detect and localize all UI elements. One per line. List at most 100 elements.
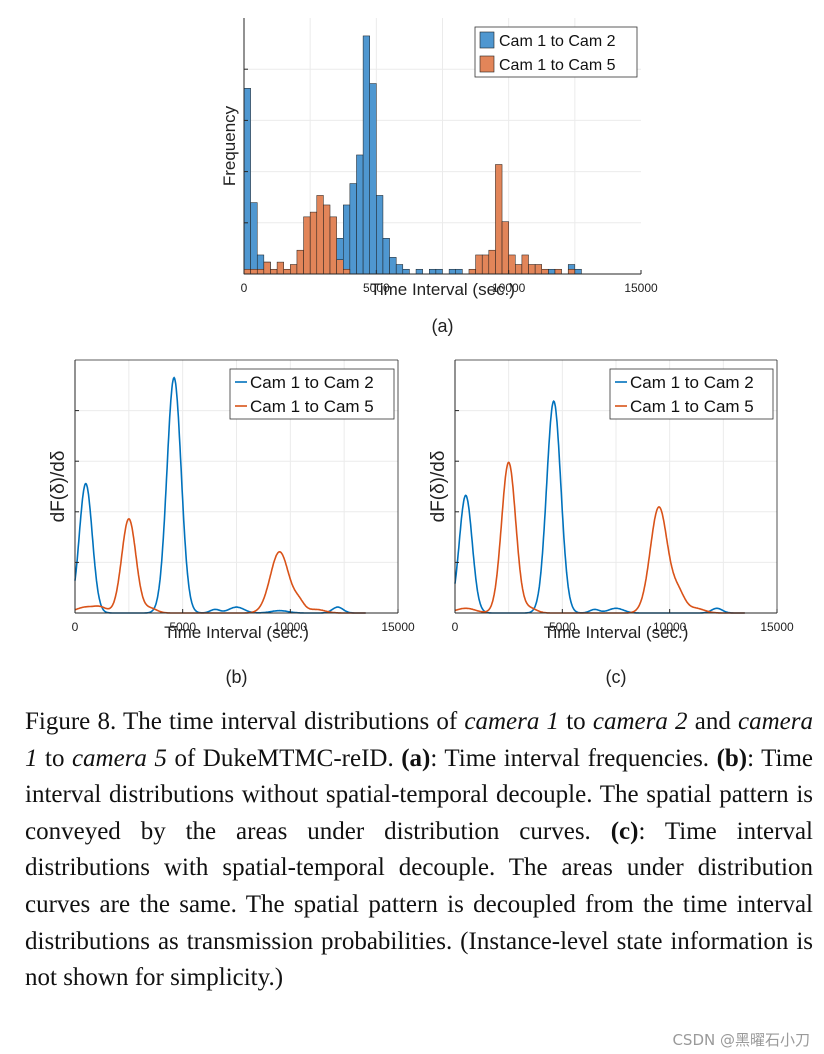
x-tick-label: 10000 [653, 620, 687, 634]
histogram-bar [435, 268, 443, 275]
histogram-bar [455, 268, 463, 275]
histogram-bar [515, 264, 523, 275]
caption-camera2: camera 2 [592, 708, 688, 735]
histogram-bar [270, 268, 278, 275]
panel-label: (b) [226, 667, 248, 687]
histogram-bar [488, 249, 496, 275]
x-tick-label: 0 [72, 620, 79, 634]
histogram-bar [521, 254, 529, 275]
panel-label: (a) [432, 316, 454, 336]
caption-text: : Time interval distributions with spati… [25, 817, 814, 992]
chart-b: 0 5000 10000 15000 Time Interval (sec.) dF(δ)… [48, 359, 415, 687]
histogram-bar [541, 268, 549, 275]
histogram-bar [389, 257, 397, 275]
legend-label: Cam 1 to Cam 2 [630, 373, 754, 392]
chart-a: 0 5000 10000 15000 Time Interval (sec.) Frequ… [220, 18, 658, 336]
histogram-bar [534, 264, 543, 275]
histogram-bar [256, 268, 265, 275]
panel-label: (c) [606, 667, 627, 687]
histogram-bar [356, 154, 364, 275]
series-line-1 [454, 461, 745, 614]
series-line-1 [74, 518, 366, 614]
figure-panels: 0 5000 10000 15000 Time Interval (sec.) Frequ… [48, 18, 794, 687]
caption-text: and [687, 708, 739, 735]
x-axis-label: Time Interval (sec.) [544, 623, 689, 642]
histogram-bar [448, 268, 456, 275]
histogram-bar [548, 268, 556, 275]
grid [244, 18, 641, 274]
histogram-bar [250, 268, 258, 275]
legend-label: Cam 1 to Cam 5 [499, 57, 616, 74]
caption-text: of DukeMTMC-reID. [166, 744, 402, 772]
watermark: CSDN @黑曜石小刀 [672, 1031, 810, 1049]
histogram-bar [554, 268, 562, 275]
histogram-bar [362, 35, 370, 275]
histogram-bar [574, 268, 582, 275]
legend-swatch [479, 31, 495, 49]
caption-lead: Figure 8. The time interval distribution… [25, 708, 465, 735]
legend-label: Cam 1 to Cam 5 [250, 397, 374, 416]
histogram-bar [250, 202, 258, 275]
histogram-bar [501, 221, 509, 275]
legend-box [609, 368, 774, 420]
histogram-bar [243, 268, 251, 275]
caption-text: to [559, 708, 593, 735]
x-tick-label: 15000 [381, 620, 415, 634]
x-axis-label: Time Interval (sec.) [164, 623, 309, 642]
histogram-bar [243, 88, 251, 275]
histogram-bar [395, 264, 404, 275]
caption-text: : Time interval frequencies. [430, 744, 717, 772]
chart-c: 0 5000 10000 15000 Time Interval (sec.) dF(δ)… [428, 359, 794, 687]
histogram-bar [283, 268, 291, 275]
caption-camera5: camera 5 [71, 744, 167, 772]
x-tick-label: 10000 [492, 281, 526, 295]
legend: Cam 1 to Cam 2 Cam 1 to Cam 5 [609, 368, 774, 420]
x-tick-label: 5000 [549, 620, 576, 634]
histogram-bar [343, 204, 351, 275]
histogram-bar [567, 268, 576, 275]
caption-label-b: (b) [716, 744, 748, 772]
histogram-bar [303, 216, 311, 275]
x-tick-label: 15000 [760, 620, 794, 634]
histogram-bar [468, 268, 476, 275]
histogram-bar [508, 254, 516, 275]
legend-box [229, 368, 395, 420]
x-tick-label: 15000 [624, 281, 658, 295]
caption-text: to [37, 744, 72, 772]
legend: Cam 1 to Cam 2 Cam 1 to Cam 5 [229, 368, 395, 420]
legend: Cam 1 to Cam 2 Cam 1 to Cam 5 [474, 26, 638, 78]
histogram-bar [290, 264, 298, 275]
legend-swatch [479, 55, 495, 73]
y-axis-label: Frequency [220, 105, 239, 186]
caption-label-c: (c) [610, 817, 639, 845]
histogram-bar [276, 261, 284, 275]
histogram-bar [415, 268, 423, 275]
histogram-bar [382, 238, 390, 275]
histogram-bar [329, 216, 337, 275]
x-tick-label: 5000 [363, 281, 390, 295]
histogram-bar [369, 83, 377, 275]
x-tick-label: 5000 [169, 620, 196, 634]
y-axis-label: dF(δ)/dδ [48, 451, 69, 523]
histogram-bar [495, 164, 503, 275]
histogram-bar [481, 254, 490, 275]
histogram-bar [296, 249, 304, 275]
histogram-bar [343, 268, 351, 275]
series-1 [243, 164, 576, 275]
histogram-bar [475, 254, 483, 275]
histogram-bar [528, 264, 536, 275]
caption-camera1: camera 1 [464, 708, 560, 735]
legend-label: Cam 1 to Cam 2 [250, 373, 374, 392]
legend-label: Cam 1 to Cam 5 [630, 397, 754, 416]
histogram-bar [402, 268, 410, 275]
histogram-bar [263, 261, 271, 275]
caption-text: : Time interval distributions without sp… [25, 744, 813, 845]
y-axis-label: dF(δ)/dδ [428, 451, 449, 523]
caption-camera1b: camera 1 [25, 708, 814, 772]
histogram-bar [336, 259, 344, 275]
histogram-bar [429, 268, 437, 275]
series-line-0 [454, 400, 745, 614]
x-tick-label: 0 [241, 281, 248, 295]
figure-caption: Figure 8. The time interval distribution… [25, 704, 813, 997]
caption-label-a: (a) [401, 744, 431, 772]
